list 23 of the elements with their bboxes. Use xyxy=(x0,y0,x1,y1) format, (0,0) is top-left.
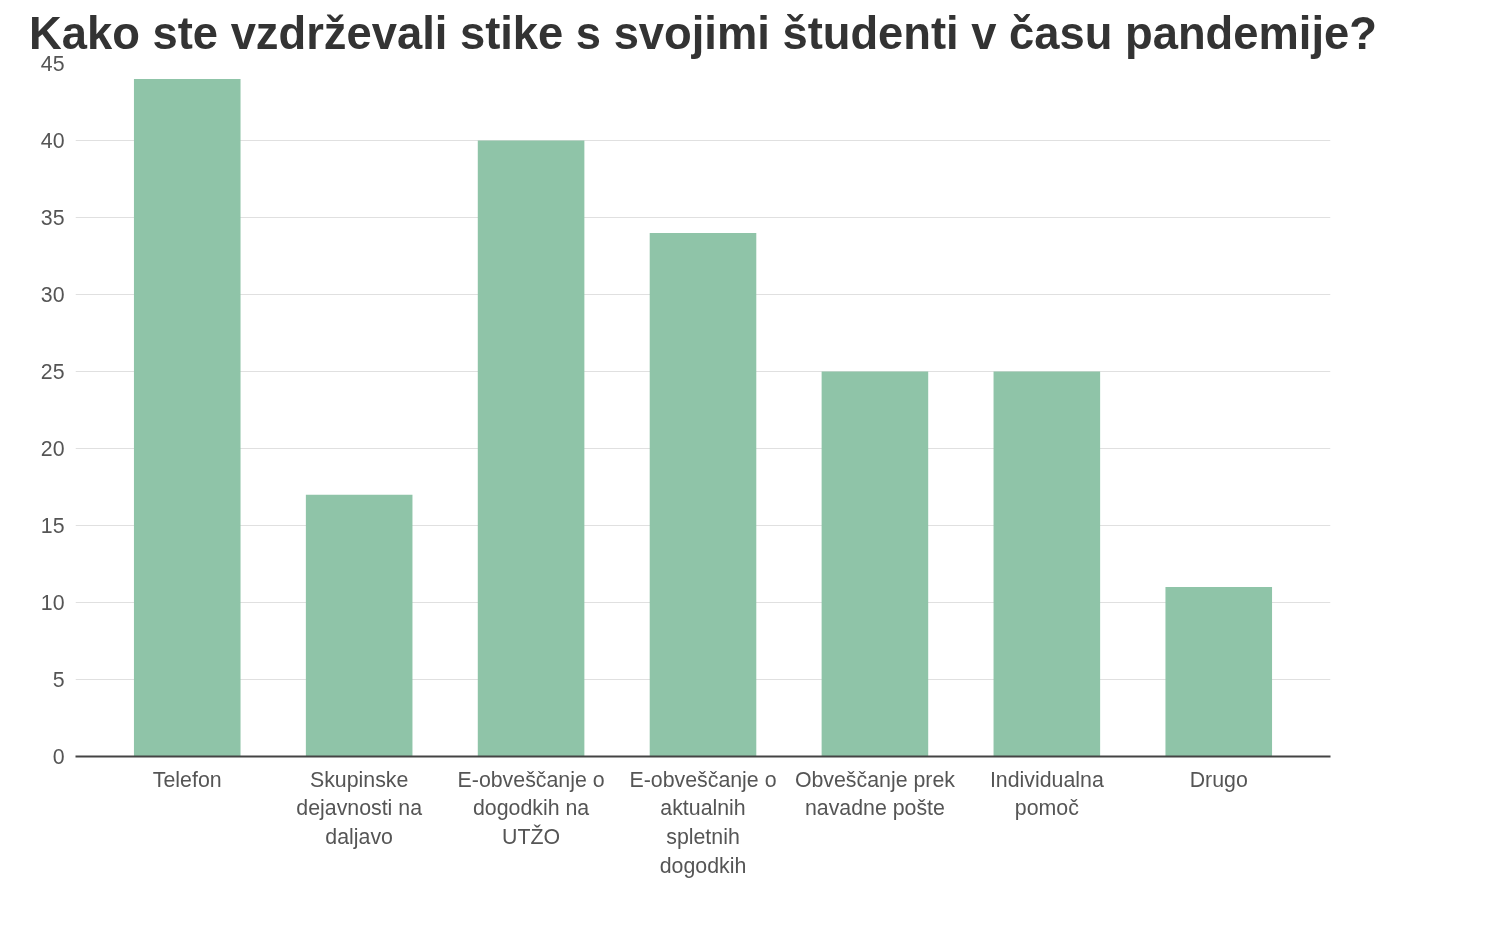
bar xyxy=(133,78,241,757)
y-tick-label: 35 xyxy=(40,206,65,230)
y-tick-label: 15 xyxy=(40,514,65,538)
y-tick-label: 0 xyxy=(52,745,65,769)
bar xyxy=(993,371,1101,757)
y-tick-label: 40 xyxy=(40,129,65,153)
x-tick-label: Skupinske dejavnosti na daljavo xyxy=(296,767,423,850)
y-tick-label: 30 xyxy=(40,283,65,307)
y-tick-label: 10 xyxy=(40,591,65,615)
bar xyxy=(1165,587,1273,757)
bar xyxy=(821,371,929,757)
x-tick-label: E-obveščanje o aktualnih spletnih dogodkih xyxy=(629,767,777,878)
bar xyxy=(305,494,413,757)
x-tick-label: Telefon xyxy=(152,767,222,792)
x-tick-label: Obveščanje prek navadne pošte xyxy=(794,767,956,821)
y-tick-label: 20 xyxy=(40,437,65,461)
y-tick-label: 5 xyxy=(52,668,65,692)
x-tick-label: Drugo xyxy=(1189,767,1248,792)
x-tick-label: E-obveščanje o dogodkih na UTŽO xyxy=(457,767,605,850)
x-tick-label: Individualna pomoč xyxy=(989,767,1104,821)
bar xyxy=(477,140,585,757)
bar xyxy=(649,232,757,757)
y-tick-label: 25 xyxy=(40,360,65,384)
